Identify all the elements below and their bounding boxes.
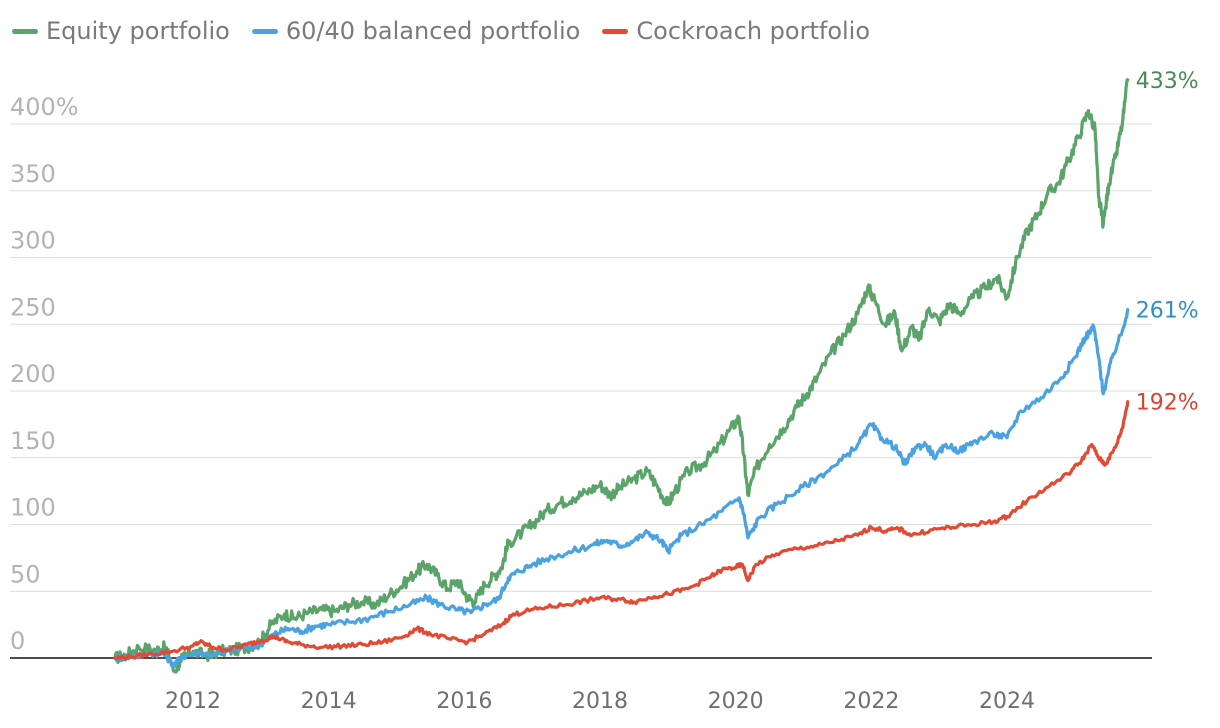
y-tick-label-100: 100 xyxy=(10,494,56,522)
legend-swatch-equity xyxy=(12,28,38,34)
end-label-cockroach: 192% xyxy=(1136,391,1199,416)
x-tick-label-2012: 2012 xyxy=(165,689,221,714)
x-tick-label-2024: 2024 xyxy=(979,689,1035,714)
legend-swatch-cockroach xyxy=(602,28,629,34)
x-tick-label-2018: 2018 xyxy=(572,689,628,714)
x-tick-label-2022: 2022 xyxy=(843,689,899,714)
y-tick-label-0: 0 xyxy=(10,627,25,655)
chart-legend: Equity portfolio 60/40 balanced portfoli… xyxy=(12,14,870,48)
y-tick-label-350: 350 xyxy=(10,160,56,188)
x-axis-tick-labels: 2012 2014 2016 2018 2020 2022 2024 xyxy=(165,689,1035,714)
end-label-balanced: 261% xyxy=(1136,299,1199,324)
series-lines xyxy=(113,78,1130,674)
end-label-equity: 433% xyxy=(1136,69,1199,94)
legend-label-cockroach: Cockroach portfolio xyxy=(636,17,871,45)
series-line-cockroach xyxy=(113,400,1130,661)
end-value-labels: 433% 261% 192% xyxy=(1136,69,1199,416)
legend-label-balanced: 60/40 balanced portfolio xyxy=(285,17,581,45)
y-tick-label-150: 150 xyxy=(10,427,56,455)
legend-item-equity[interactable]: Equity portfolio xyxy=(12,17,230,45)
y-tick-label-400: 400% xyxy=(10,93,79,121)
y-axis-tick-labels: 0 50 100 150 200 250 300 350 400% xyxy=(10,93,79,655)
legend-label-equity: Equity portfolio xyxy=(46,17,230,45)
legend-swatch-balanced xyxy=(251,28,278,34)
legend-item-balanced[interactable]: 60/40 balanced portfolio xyxy=(251,17,581,45)
y-tick-label-200: 200 xyxy=(10,360,56,388)
x-tick-label-2014: 2014 xyxy=(301,689,357,714)
series-line-equity xyxy=(113,78,1130,674)
y-tick-label-250: 250 xyxy=(10,293,56,321)
x-tick-label-2016: 2016 xyxy=(436,689,492,714)
y-tick-label-300: 300 xyxy=(10,227,56,255)
y-tick-label-50: 50 xyxy=(10,560,41,588)
x-tick-label-2020: 2020 xyxy=(708,689,764,714)
gridlines xyxy=(10,123,1152,592)
series-line-balanced xyxy=(113,308,1130,668)
legend-item-cockroach[interactable]: Cockroach portfolio xyxy=(602,17,870,45)
